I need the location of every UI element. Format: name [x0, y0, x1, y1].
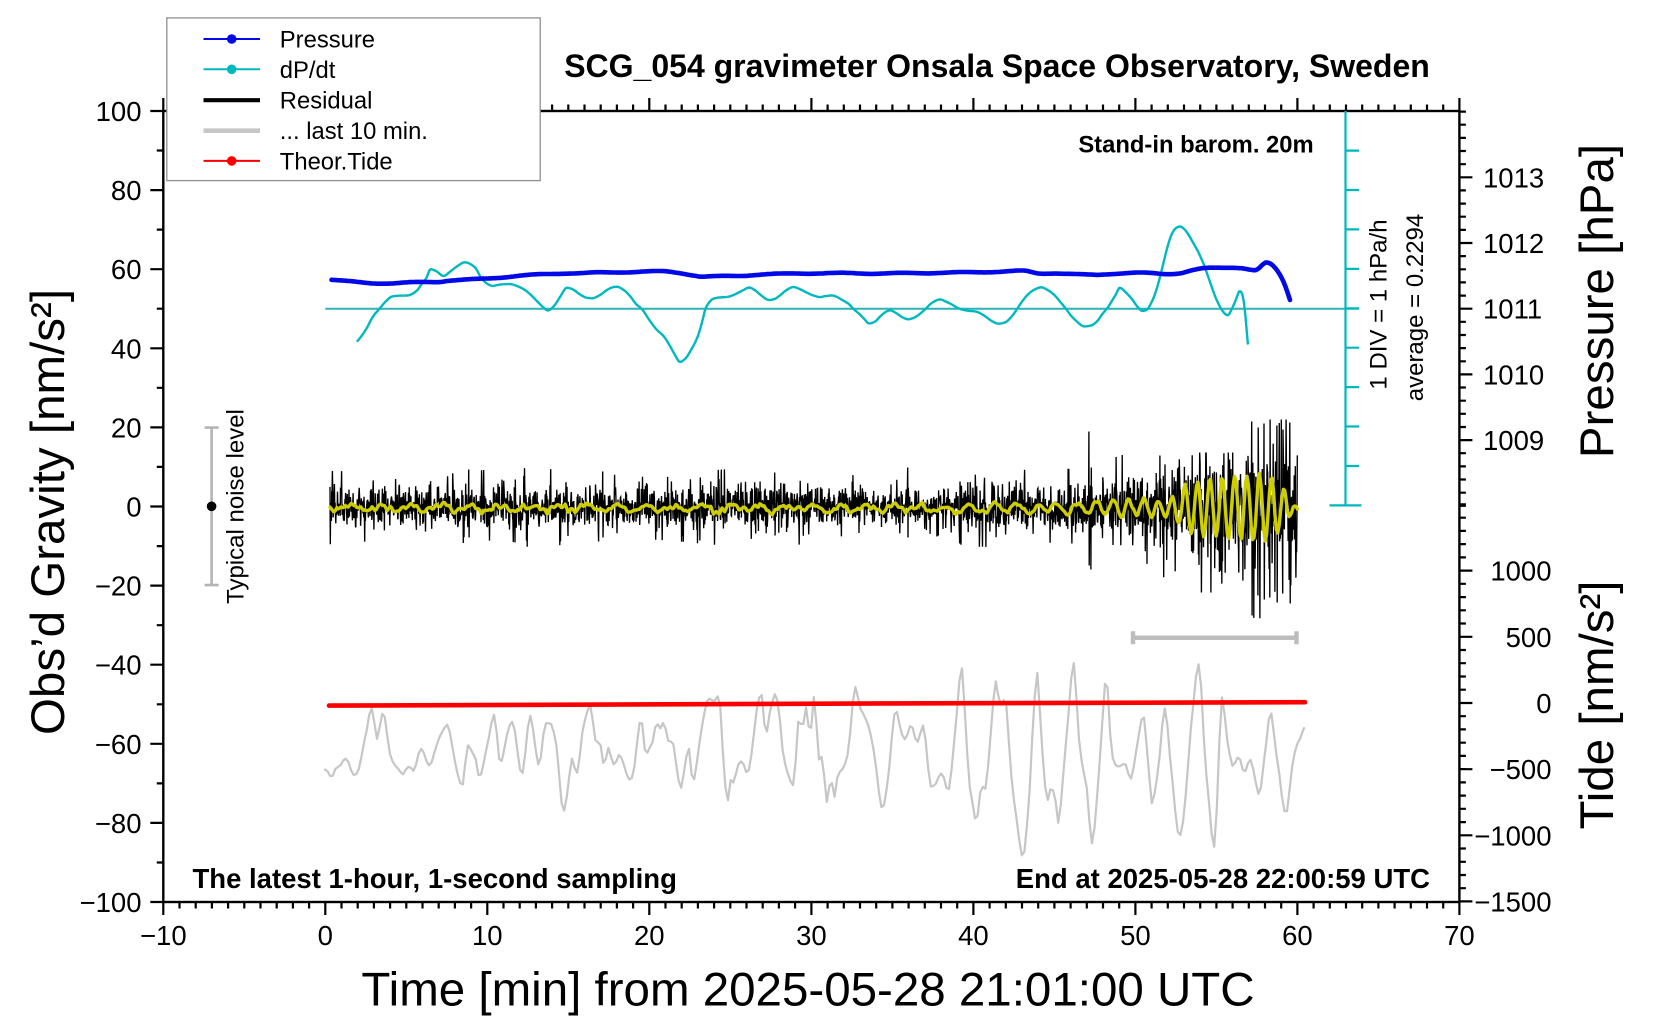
svg-text:1013: 1013 — [1483, 162, 1544, 193]
svg-text:dP/dt: dP/dt — [280, 57, 336, 84]
svg-text:Residual: Residual — [280, 88, 373, 115]
svg-text:20: 20 — [634, 920, 665, 951]
svg-text:Obs’d Gravity [nm/s²]: Obs’d Gravity [nm/s²] — [22, 289, 75, 735]
svg-text:SCG_054 gravimeter Onsala Spac: SCG_054 gravimeter Onsala Space Observat… — [564, 48, 1430, 84]
svg-text:40: 40 — [958, 920, 989, 951]
svg-text:−20: −20 — [95, 571, 142, 602]
svg-text:50: 50 — [1120, 920, 1151, 951]
svg-text:−10: −10 — [140, 920, 187, 951]
svg-text:−100: −100 — [80, 887, 142, 918]
svg-text:40: 40 — [111, 333, 142, 364]
svg-text:The latest 1-hour, 1-second sa: The latest 1-hour, 1-second sampling — [193, 863, 677, 894]
svg-text:0: 0 — [1536, 688, 1551, 719]
svg-text:0: 0 — [318, 920, 333, 951]
svg-text:End at 2025-05-28 22:00:59 UTC: End at 2025-05-28 22:00:59 UTC — [1016, 863, 1430, 894]
svg-text:−1000: −1000 — [1474, 820, 1551, 851]
svg-text:1011: 1011 — [1483, 294, 1542, 325]
svg-text:80: 80 — [111, 175, 142, 206]
svg-text:Stand-in barom. 20m: Stand-in barom. 20m — [1078, 132, 1313, 159]
svg-text:average = 0.2294: average = 0.2294 — [1402, 214, 1429, 402]
svg-text:20: 20 — [111, 412, 142, 443]
svg-text:... last 10 min.: ... last 10 min. — [280, 118, 428, 145]
svg-text:60: 60 — [1282, 920, 1313, 951]
svg-text:Typical noise level: Typical noise level — [223, 409, 250, 604]
svg-text:1009: 1009 — [1483, 425, 1544, 456]
svg-text:Tide [nm/s²]: Tide [nm/s²] — [1571, 581, 1624, 830]
svg-text:10: 10 — [472, 920, 503, 951]
svg-text:Pressure: Pressure — [280, 27, 375, 54]
svg-text:100: 100 — [96, 96, 142, 127]
svg-text:−500: −500 — [1490, 754, 1552, 785]
svg-text:Time [min] from 2025-05-28 21:: Time [min] from 2025-05-28 21:01:00 UTC — [361, 964, 1254, 1017]
svg-text:0: 0 — [126, 492, 141, 523]
svg-text:−40: −40 — [95, 650, 142, 681]
svg-text:−60: −60 — [95, 729, 142, 760]
svg-text:1 DIV = 1 hPa/h: 1 DIV = 1 hPa/h — [1366, 219, 1393, 389]
svg-text:−80: −80 — [95, 808, 142, 839]
svg-text:1012: 1012 — [1483, 228, 1544, 259]
svg-text:Pressure [hPa]: Pressure [hPa] — [1571, 144, 1624, 458]
svg-text:−1500: −1500 — [1474, 886, 1551, 917]
svg-text:1000: 1000 — [1490, 556, 1551, 587]
svg-text:70: 70 — [1444, 920, 1475, 951]
svg-text:500: 500 — [1506, 622, 1552, 653]
svg-text:1010: 1010 — [1483, 359, 1544, 390]
svg-text:30: 30 — [796, 920, 827, 951]
svg-text:60: 60 — [111, 254, 142, 285]
svg-text:Theor.Tide: Theor.Tide — [280, 148, 393, 175]
